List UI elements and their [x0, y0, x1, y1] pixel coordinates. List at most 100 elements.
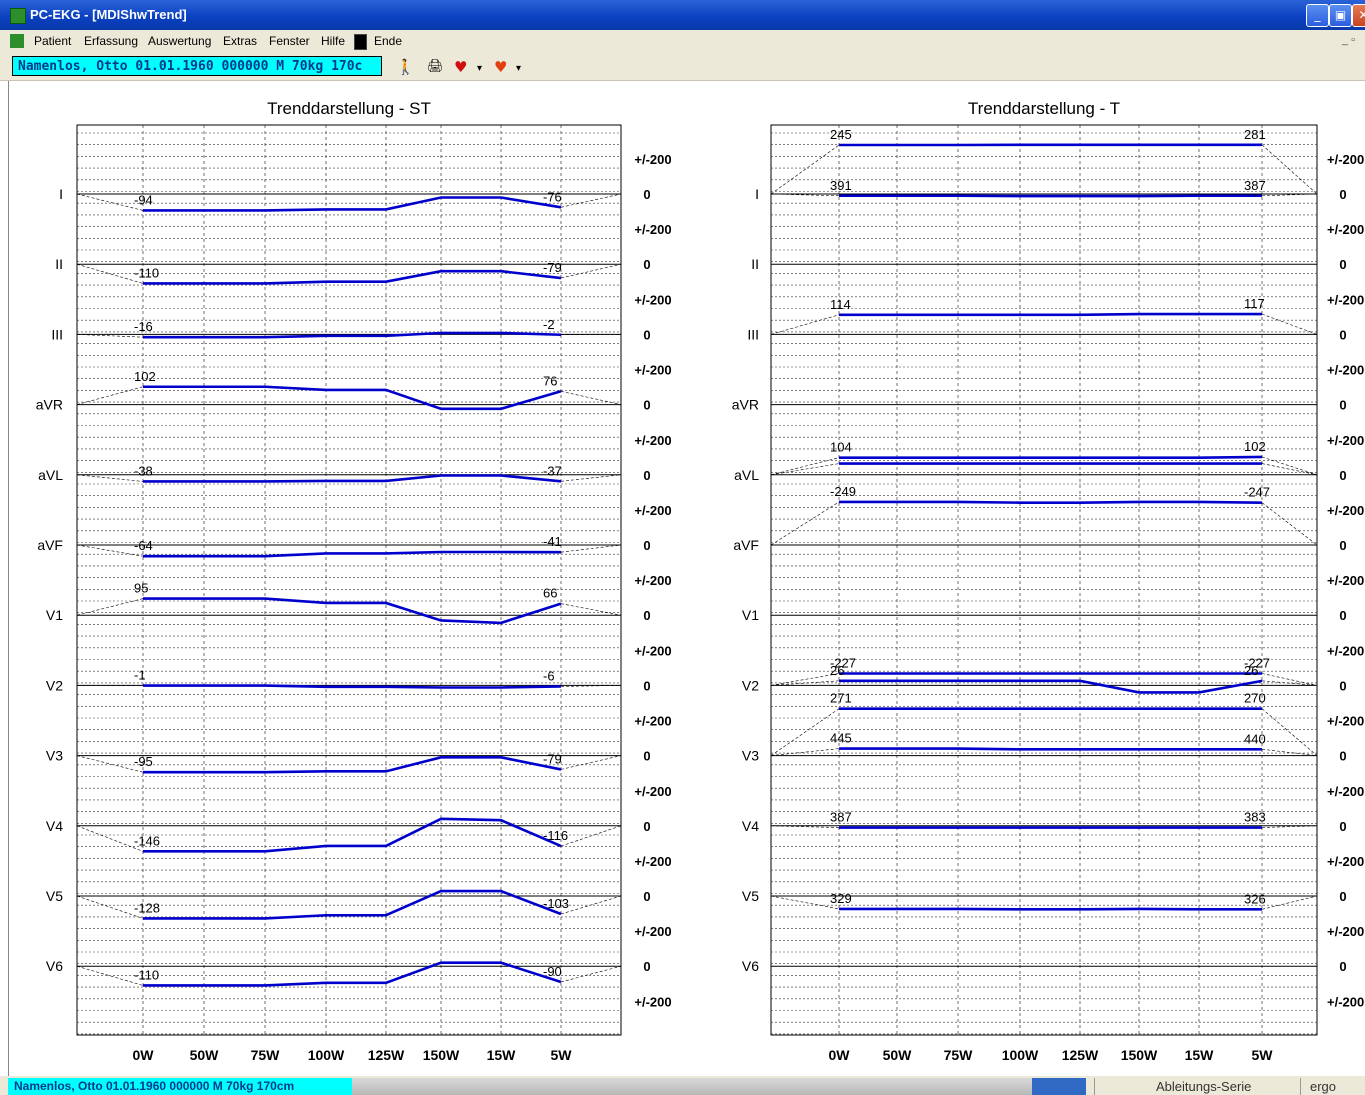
connector-line — [770, 825, 840, 828]
scale-label: +/-200 — [1327, 854, 1364, 869]
scale-label: +/-200 — [1327, 363, 1364, 378]
door-icon[interactable] — [354, 34, 367, 50]
status-mode: ergo — [1310, 1079, 1337, 1094]
x-tick-label: 75W — [251, 1047, 281, 1063]
x-tick-label: 15W — [1185, 1047, 1215, 1063]
scale-label: +/-200 — [1327, 292, 1364, 307]
zero-label: 0 — [643, 538, 650, 553]
zero-label: 0 — [1339, 257, 1346, 272]
series-line-aVL — [839, 455, 1263, 459]
plot-frame — [770, 124, 1318, 1036]
dropdown-arrow-icon[interactable]: ▾ — [477, 63, 483, 74]
end-value-label: 326 — [1244, 891, 1266, 906]
zero-label: 0 — [1339, 608, 1346, 623]
start-value-label: -249 — [830, 484, 856, 499]
menu-erfassung[interactable]: Erfassung — [84, 34, 139, 48]
lead-label-aVF: aVF — [733, 537, 759, 553]
zero-label: 0 — [643, 257, 650, 272]
lead-label-V3: V3 — [46, 748, 63, 764]
scale-label: +/-200 — [634, 503, 671, 518]
menu-fenster[interactable]: Fenster — [269, 34, 310, 48]
start-value-label: 102 — [134, 369, 156, 384]
mdi-window-controls[interactable]: _ ▫ — [1341, 34, 1355, 46]
x-tick-label: 150W — [1121, 1047, 1158, 1063]
zero-label: 0 — [643, 327, 650, 342]
person-walking-icon[interactable]: 🚶 — [396, 58, 415, 76]
maximize-button[interactable]: ▣ — [1329, 4, 1352, 27]
end-value-label: 387 — [1244, 178, 1266, 193]
connector-line — [770, 457, 840, 476]
end-value-label: -90 — [543, 964, 562, 979]
lead-label-III: III — [747, 326, 759, 342]
scale-label: +/-200 — [1327, 643, 1364, 658]
toolbar: Namenlos, Otto 01.01.1960 000000 M 70kg … — [0, 52, 1365, 81]
series-line-II — [143, 269, 562, 285]
x-tick-label: 125W — [1062, 1047, 1099, 1063]
start-value-label: 114 — [830, 297, 851, 312]
lead-label-aVL: aVL — [734, 467, 759, 483]
menu-auswertung[interactable]: Auswertung — [148, 34, 212, 48]
connector-line — [560, 474, 622, 482]
x-tick-label: 0W — [133, 1047, 155, 1063]
scale-label: +/-200 — [634, 573, 671, 588]
x-tick-label: 125W — [368, 1047, 405, 1063]
start-value-label: 329 — [830, 891, 852, 906]
connector-line — [770, 314, 840, 335]
zero-label: 0 — [1339, 398, 1346, 413]
patient-info-box[interactable]: Namenlos, Otto 01.01.1960 000000 M 70kg … — [12, 56, 382, 76]
series-line-aVF — [839, 500, 1263, 504]
dropdown-arrow-icon[interactable]: ▾ — [516, 63, 522, 74]
zero-label: 0 — [643, 749, 650, 764]
end-value-label: 76 — [543, 373, 557, 388]
menu-ende[interactable]: Ende — [374, 34, 403, 48]
heart-star-icon[interactable]: ♥ — [494, 58, 508, 76]
zero-label: 0 — [1339, 538, 1346, 553]
connector-line — [1261, 673, 1318, 686]
lead-label-V3: V3 — [742, 748, 759, 764]
lead-label-aVR: aVR — [36, 397, 63, 413]
zero-label: 0 — [1339, 819, 1346, 834]
lead-label-V1: V1 — [742, 607, 759, 623]
connector-line — [1261, 463, 1318, 476]
connector-line — [770, 463, 840, 476]
lead-label-III: III — [51, 326, 63, 342]
lead-label-II: II — [55, 256, 63, 272]
end-value-label: -247 — [1244, 485, 1270, 500]
printer-icon[interactable]: 🖨 — [427, 59, 444, 74]
connector-line — [560, 391, 622, 405]
end-value-label: -103 — [543, 896, 569, 911]
minimize-button[interactable]: _ — [1306, 4, 1329, 27]
mdi-child-icon[interactable] — [10, 34, 24, 48]
lead-label-V4: V4 — [46, 818, 63, 834]
zero-label: 0 — [1339, 959, 1346, 974]
start-value-label: -146 — [134, 833, 160, 848]
connector-line — [76, 544, 144, 557]
lead-label-V4: V4 — [742, 818, 759, 834]
zero-label: 0 — [643, 468, 650, 483]
close-button[interactable]: ✕ — [1352, 4, 1365, 27]
connector-line — [770, 748, 840, 756]
menu-patient[interactable]: Patient — [34, 34, 72, 48]
series-line-aVR — [143, 385, 562, 411]
trend-window: Trenddarstellung - ST I +/-200 0 II +/-200 0 II… — [8, 81, 1365, 1076]
menu-extras[interactable]: Extras — [223, 34, 258, 48]
connector-line — [1261, 502, 1318, 546]
scale-label: +/-200 — [634, 854, 671, 869]
scale-label: +/-200 — [634, 714, 671, 729]
x-tick-label: 50W — [883, 1047, 913, 1063]
scale-label: +/-200 — [1327, 503, 1364, 518]
start-value-label: -128 — [134, 900, 160, 915]
lead-label-V6: V6 — [46, 958, 63, 974]
start-value-label: 271 — [830, 691, 852, 706]
start-value-label: -110 — [134, 967, 159, 982]
connector-line — [76, 895, 144, 919]
zero-label: 0 — [1339, 678, 1346, 693]
end-value-label: -2 — [543, 317, 555, 332]
heart-icon[interactable]: ♥ — [454, 58, 468, 76]
menu-hilfe[interactable]: Hilfe — [321, 34, 346, 48]
scale-label: +/-200 — [634, 433, 671, 448]
x-tick-label: 0W — [829, 1047, 851, 1063]
series-line-V2 — [143, 684, 562, 689]
series-line-V1 — [143, 597, 562, 625]
zero-label: 0 — [643, 398, 650, 413]
